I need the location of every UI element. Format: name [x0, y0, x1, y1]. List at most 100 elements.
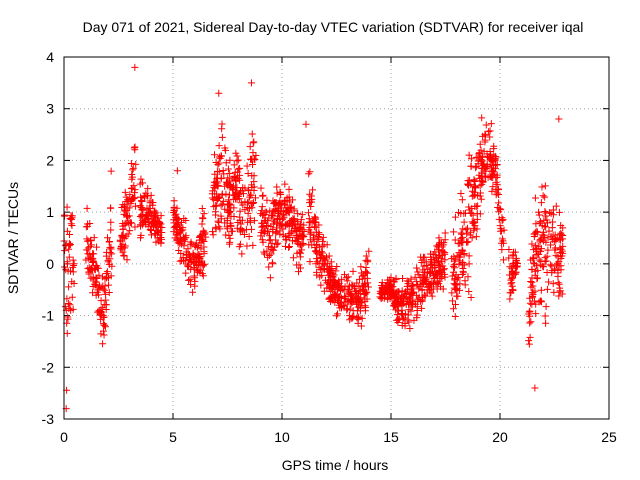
data-point	[222, 146, 230, 154]
data-point	[333, 263, 341, 271]
data-point	[257, 232, 265, 240]
data-point	[217, 152, 225, 160]
data-point	[478, 169, 486, 177]
data-point	[248, 130, 256, 138]
data-point	[270, 246, 278, 254]
data-point	[419, 275, 427, 283]
data-point	[285, 193, 293, 201]
data-point	[99, 304, 107, 312]
data-point	[540, 263, 548, 271]
data-point	[332, 267, 340, 275]
data-point	[193, 267, 201, 275]
data-point	[100, 327, 108, 335]
data-point	[508, 286, 516, 294]
data-point	[479, 178, 487, 186]
data-point	[472, 233, 480, 241]
data-point	[306, 168, 314, 176]
data-point	[315, 259, 323, 267]
data-point	[423, 283, 431, 291]
data-point	[458, 196, 466, 204]
data-point	[89, 289, 97, 297]
data-point	[180, 242, 188, 250]
data-point	[530, 260, 538, 268]
data-point	[208, 190, 216, 198]
data-point	[260, 230, 268, 238]
data-point	[453, 292, 461, 300]
data-point	[470, 224, 478, 232]
data-point	[127, 159, 135, 167]
data-point	[170, 197, 178, 205]
data-point	[185, 250, 193, 258]
data-point	[282, 236, 290, 244]
data-point	[302, 120, 310, 128]
data-point	[63, 203, 71, 211]
data-point	[246, 214, 254, 222]
data-point	[508, 269, 516, 277]
data-point	[226, 234, 234, 242]
data-point	[413, 264, 421, 272]
data-point	[65, 253, 73, 261]
data-point	[426, 268, 434, 276]
data-point	[69, 262, 77, 270]
data-point	[104, 234, 112, 242]
data-point	[247, 79, 255, 87]
data-point	[453, 252, 461, 260]
data-point	[325, 280, 333, 288]
data-point	[353, 279, 361, 287]
data-point	[180, 215, 188, 223]
data-point	[535, 256, 543, 264]
data-point	[472, 203, 480, 211]
data-point	[462, 226, 470, 234]
data-point	[277, 222, 285, 230]
data-point	[297, 249, 305, 257]
data-point	[308, 241, 316, 249]
data-point	[559, 224, 567, 232]
data-point	[123, 212, 131, 220]
data-point	[64, 315, 72, 323]
data-point	[106, 249, 114, 257]
data-point	[243, 162, 251, 170]
data-point	[107, 226, 115, 234]
data-point	[319, 249, 327, 257]
data-point	[418, 304, 426, 312]
data-point	[537, 199, 545, 207]
data-point	[448, 255, 456, 263]
data-point	[493, 189, 501, 197]
data-point	[67, 215, 75, 223]
data-point	[541, 193, 549, 201]
data-point	[448, 297, 456, 305]
data-point	[285, 243, 293, 251]
data-point	[68, 222, 76, 230]
data-point	[392, 276, 400, 284]
data-point	[247, 191, 255, 199]
data-point	[421, 292, 429, 300]
data-point	[298, 240, 306, 248]
data-point	[273, 183, 281, 191]
data-point	[270, 216, 278, 224]
data-point	[240, 231, 248, 239]
data-point	[531, 271, 539, 279]
data-point	[317, 254, 325, 262]
data-point	[186, 275, 194, 283]
data-point	[70, 260, 78, 268]
data-point	[214, 161, 222, 169]
data-point	[421, 291, 429, 299]
data-point	[137, 193, 145, 201]
data-point	[532, 220, 540, 228]
data-point	[314, 232, 322, 240]
data-point	[65, 245, 73, 253]
data-point	[200, 210, 208, 218]
data-point	[489, 171, 497, 179]
data-point	[547, 241, 555, 249]
data-point	[483, 150, 491, 158]
data-point	[228, 227, 236, 235]
data-point	[189, 249, 197, 257]
data-point	[531, 194, 539, 202]
data-point	[212, 211, 220, 219]
data-point	[92, 281, 100, 289]
data-point	[541, 208, 549, 216]
data-point	[87, 255, 95, 263]
data-point	[555, 280, 563, 288]
data-point	[554, 272, 562, 280]
data-point	[174, 230, 182, 238]
